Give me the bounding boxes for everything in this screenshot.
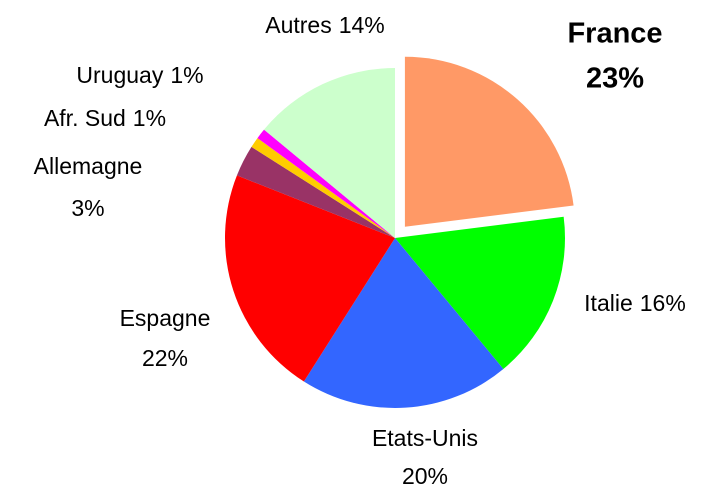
slice-name: Italie <box>584 290 633 316</box>
slice-name: Etats-Unis <box>372 425 478 451</box>
slice-value: 20% <box>402 463 448 489</box>
slice-name: Autres <box>265 12 331 38</box>
pie-slice <box>225 175 395 382</box>
slice-name: Uruguay <box>76 62 163 88</box>
slice-name: France <box>567 18 662 50</box>
slice-label: Italie 16% <box>584 290 686 316</box>
slice-label: Autres 14% <box>265 12 385 38</box>
slice-value: 23% <box>586 63 644 95</box>
pie-slice <box>236 146 395 238</box>
slice-name: Allemagne <box>34 153 143 179</box>
pie-slice <box>257 129 395 238</box>
pie-slice <box>404 56 574 227</box>
slice-label: Uruguay 1% <box>76 62 203 88</box>
slice-name: Afr. Sud <box>44 105 126 131</box>
pie-slice <box>303 238 504 408</box>
slice-value: 3% <box>71 195 104 221</box>
slice-value: 14% <box>339 12 385 38</box>
slice-label: Afr. Sud 1% <box>44 105 166 131</box>
slice-value: 22% <box>142 345 188 371</box>
pie-slice <box>251 138 395 238</box>
pie-slice <box>395 216 565 369</box>
slice-name: Espagne <box>120 305 211 331</box>
pie-slice <box>264 68 395 238</box>
slice-value: 1% <box>170 62 203 88</box>
slice-value: 16% <box>640 290 686 316</box>
slice-value: 1% <box>133 105 166 131</box>
